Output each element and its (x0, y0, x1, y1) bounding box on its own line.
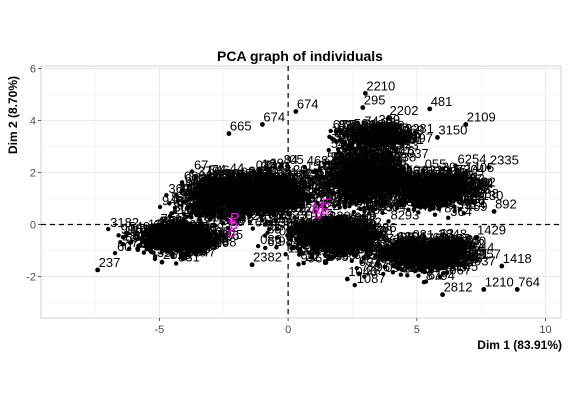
cloud-point (198, 213, 204, 219)
cloud-label: 44 (230, 161, 244, 176)
individual-label: 1040 (348, 264, 377, 279)
y-tick-label: 2 (30, 168, 36, 180)
individual-label: 2335 (490, 152, 519, 167)
cloud-label: 6037 (467, 254, 496, 269)
individual-label: 2210 (366, 78, 395, 93)
cloud-label: 838 (200, 170, 222, 185)
cloud-label: 011 (409, 233, 430, 248)
cloud-label: 8293 (390, 207, 419, 222)
cloud-label: 35 (204, 227, 218, 242)
x-axis-label: Dim 1 (83.91%) (477, 338, 562, 352)
cloud-point (180, 187, 185, 192)
cloud-point (213, 178, 219, 183)
supplementary-label: F (321, 195, 331, 212)
individual-label: 2812 (444, 280, 473, 295)
individual-label: 2109 (467, 109, 496, 124)
cloud-label: 780 (213, 167, 235, 182)
cloud-label: 40 (243, 200, 257, 215)
individual-label: 237 (99, 255, 121, 270)
cloud-label: 8341 (229, 169, 258, 184)
cloud-label: 726 (315, 215, 337, 230)
cloud-point (187, 189, 193, 194)
y-tick-label: 6 (30, 64, 36, 76)
y-tick-label: 0 (30, 219, 36, 231)
individual-label: 2202 (390, 103, 419, 118)
cloud-label: 370 (198, 164, 220, 179)
cloud-label: 4242 (207, 174, 236, 189)
cloud-label: 69 (125, 230, 139, 245)
cloud-label: 18 (244, 174, 258, 189)
individual-label: 665 (230, 119, 252, 134)
individual-label: 2382 (253, 250, 282, 265)
cloud-label: 0436 (430, 253, 459, 268)
cloud-point (193, 175, 198, 180)
individual-label: 1210 (485, 274, 514, 289)
cloud-point (214, 189, 219, 194)
individual-label: 295 (364, 93, 386, 108)
x-tick-label: 10 (539, 324, 551, 336)
y-axis-label: Dim 2 (8.70%) (6, 76, 20, 154)
cloud-label: 71 (218, 167, 232, 182)
individual-label: 481 (431, 94, 453, 109)
cloud-point (157, 204, 163, 210)
individual-label: 1429 (477, 222, 506, 237)
panel-border (40, 65, 562, 319)
cloud-label: 9781 (370, 121, 399, 136)
cloud-point (167, 201, 172, 206)
individual-label: 764 (518, 274, 540, 289)
individual-label: 674 (263, 109, 285, 124)
chart-title: PCA graph of individuals (217, 48, 383, 64)
cloud-label: 05 (289, 152, 303, 167)
cloud-label: 703 (354, 164, 376, 179)
individual-label: 3150 (438, 122, 467, 137)
cloud-label: 43 (352, 129, 366, 144)
cloud-point (164, 192, 169, 198)
individual-label: 674 (297, 96, 319, 111)
cloud-point (202, 178, 207, 184)
individual-label: 892 (495, 196, 517, 211)
cloud-label: 323 (301, 177, 323, 192)
individual-label: 1418 (503, 251, 532, 266)
cloud-label: 62 (267, 234, 281, 249)
cloud-label: 67 (194, 158, 208, 173)
cloud-label: 3182 (110, 215, 139, 230)
cloud-label: 64 (197, 177, 211, 192)
cloud-label: 600 (369, 148, 391, 163)
cloud-label: 4603 (322, 231, 351, 246)
cloud-label: 539 (259, 182, 281, 197)
cloud-label: 256 (171, 228, 193, 243)
cloud-point (220, 177, 225, 183)
cloud-label: 1759 (207, 167, 236, 182)
individual-label: 2162 (467, 174, 496, 189)
cloud-label: 0255 (213, 170, 242, 185)
x-tick-label: 5 (414, 324, 420, 336)
cloud-point (241, 215, 247, 221)
cloud-label: 71 (377, 182, 391, 197)
cloud-label: 585 (346, 180, 368, 195)
cloud-label: 81 (212, 170, 226, 185)
cloud-point (189, 169, 195, 174)
cloud-label: 6340 (415, 191, 444, 206)
cloud-point (196, 182, 201, 187)
cloud-point (183, 192, 189, 197)
cloud-label: 92 (424, 172, 438, 187)
cloud-point (225, 172, 230, 177)
x-tick-label: 0 (285, 324, 291, 336)
cloud-point (175, 198, 181, 203)
y-tick-label: 4 (30, 116, 36, 128)
individual-label: 3281 (405, 121, 434, 136)
cloud-point (224, 212, 230, 218)
cloud-label: 386 (279, 215, 301, 230)
x-tick-label: -5 (155, 324, 165, 336)
y-tick-label: -2 (26, 271, 36, 283)
individual-label: 2628 (163, 247, 192, 262)
cloud-label: 97 (379, 249, 393, 264)
cloud-point (203, 212, 208, 217)
